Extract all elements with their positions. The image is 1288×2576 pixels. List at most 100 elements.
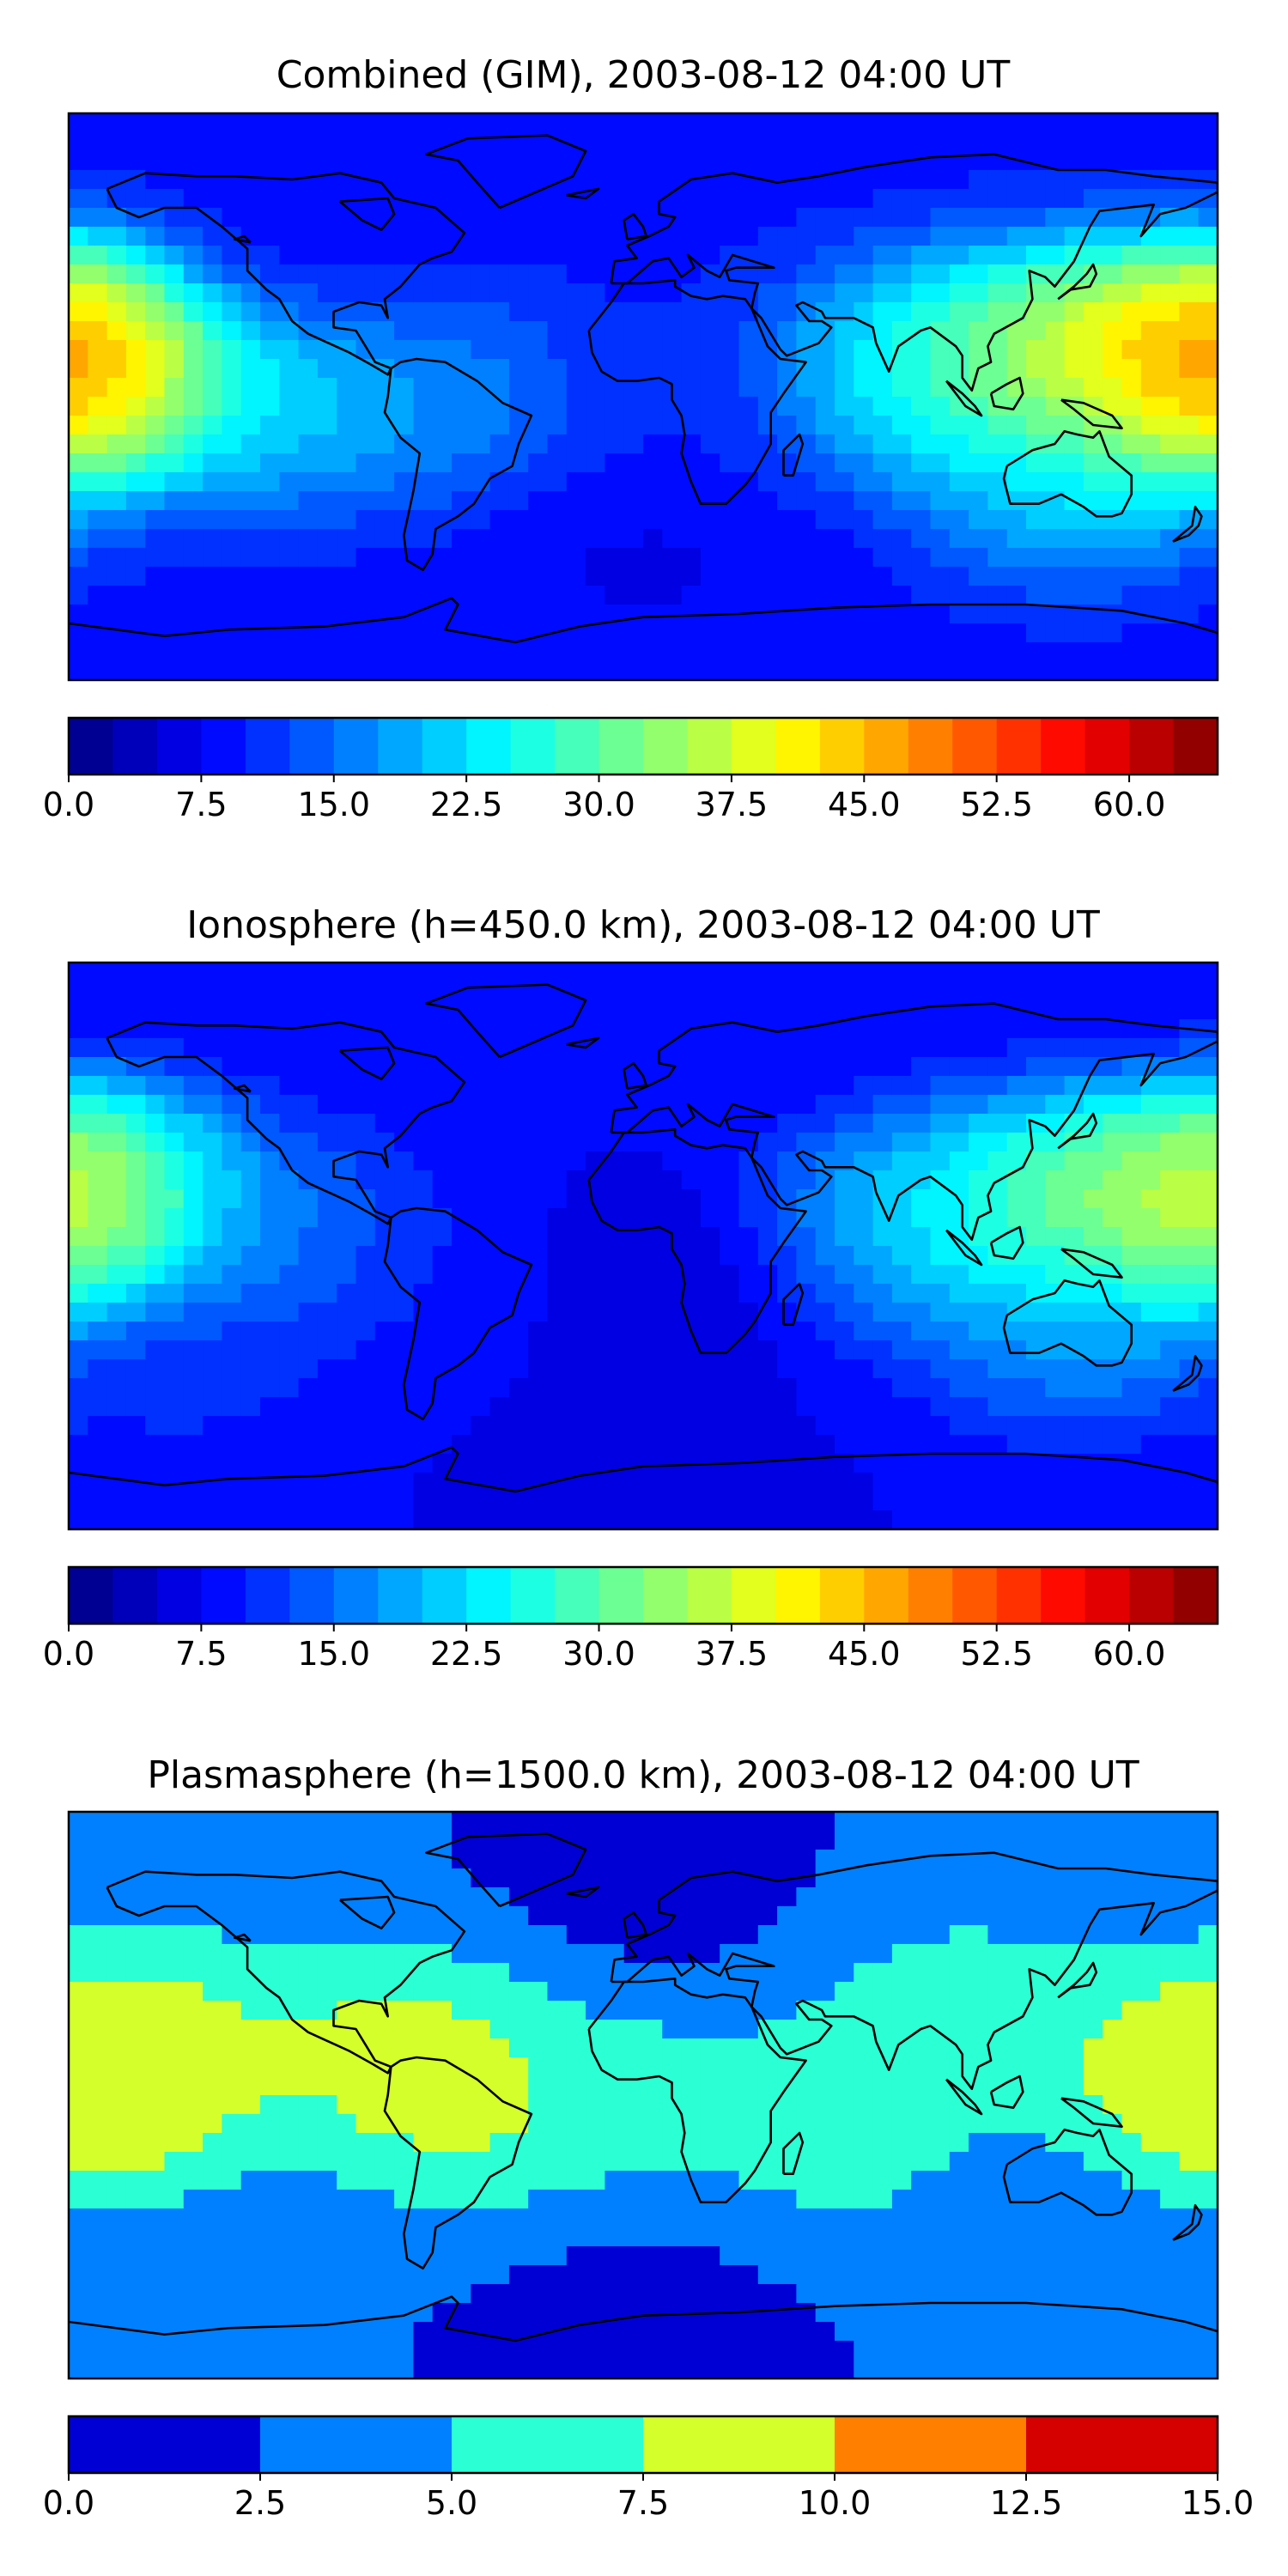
field-cell [394, 1492, 414, 1511]
field-cell [432, 963, 453, 982]
field-cell [452, 1246, 471, 1266]
field-cell [815, 132, 835, 152]
field-cell [279, 1454, 300, 1473]
field-cell [891, 1340, 912, 1360]
field-cell [1160, 170, 1180, 190]
colorbar-tick-label: 22.5 [430, 786, 503, 823]
field-cell [1140, 567, 1161, 586]
field-cell [1026, 1925, 1046, 1945]
field-cell [337, 416, 357, 435]
field-cell [911, 2133, 932, 2153]
field-cell [1006, 548, 1027, 568]
field-cell [969, 1378, 988, 1398]
field-cell [547, 1057, 568, 1077]
field-cell [298, 2038, 319, 2058]
field-cell [222, 510, 242, 530]
field-cell [355, 1170, 376, 1190]
field-cell [681, 1510, 702, 1529]
field-cell [528, 1340, 549, 1360]
field-cell [623, 1359, 644, 1379]
field-cell [432, 472, 453, 492]
field-cell [1103, 2190, 1123, 2209]
field-cell [586, 1057, 605, 1077]
field-cell [337, 2114, 357, 2134]
field-cell [681, 661, 702, 680]
field-cell [930, 113, 951, 133]
field-cell [911, 963, 932, 982]
field-cell [547, 529, 568, 549]
field-cell [88, 1378, 108, 1398]
field-cell [88, 246, 108, 265]
field-cell [720, 1208, 740, 1228]
field-cell [623, 1473, 644, 1492]
field-cell [145, 1284, 166, 1303]
field-cell [891, 963, 912, 982]
field-cell [394, 1303, 414, 1322]
field-cell [796, 472, 817, 492]
field-cell [317, 359, 337, 379]
field-cell [106, 1963, 127, 1983]
field-cell [662, 1416, 683, 1436]
field-cell [662, 642, 683, 662]
field-cell [547, 1133, 568, 1152]
field-cell [547, 472, 568, 492]
field-cell [891, 586, 912, 605]
field-cell [413, 1831, 434, 1850]
field-cell [298, 1925, 319, 1945]
field-cell [260, 1151, 280, 1171]
field-cell [508, 510, 529, 530]
field-cell [1083, 1435, 1103, 1455]
field-cell [586, 1284, 605, 1303]
field-cell [374, 548, 395, 568]
field-cell [835, 1492, 854, 1511]
field-cell [394, 1340, 414, 1360]
field-cell [796, 642, 817, 662]
field-cell [240, 1982, 261, 2002]
field-cell [566, 1510, 586, 1529]
field-cell [738, 1944, 759, 1964]
field-cell [796, 378, 817, 398]
field-cell [413, 642, 434, 662]
field-cell [337, 1000, 357, 1020]
field-cell [279, 510, 300, 530]
field-cell [1179, 1982, 1200, 2002]
field-cell [394, 264, 414, 284]
field-cell [969, 642, 988, 662]
field-cell [872, 2190, 893, 2209]
field-cell [508, 1944, 529, 1964]
colorbar-segment [69, 718, 113, 775]
field-cell [643, 1133, 663, 1152]
field-cell [489, 132, 510, 152]
field-cell [279, 1850, 300, 1869]
field-cell [815, 1076, 835, 1096]
field-cell [1140, 1454, 1161, 1473]
field-cell [1006, 1925, 1027, 1945]
field-cell [911, 2152, 932, 2172]
field-cell [164, 2001, 185, 2020]
field-cell [1179, 416, 1200, 435]
field-cell [1198, 642, 1218, 662]
field-cell [777, 2152, 797, 2172]
field-cell [681, 548, 702, 568]
field-cell [872, 2152, 893, 2172]
field-cell [662, 510, 683, 530]
field-cell [1179, 605, 1200, 624]
field-cell [413, 1000, 434, 1020]
field-cell [911, 567, 932, 586]
field-cell [145, 1189, 166, 1209]
field-cell [413, 1812, 434, 1832]
field-cell [125, 132, 146, 152]
field-cell [1179, 321, 1200, 341]
field-cell [1026, 1492, 1046, 1511]
field-cell [872, 510, 893, 530]
field-cell [374, 170, 395, 190]
field-cell [260, 378, 280, 398]
field-cell [69, 321, 88, 341]
field-cell [605, 491, 625, 511]
field-cell [394, 321, 414, 341]
field-cell [700, 1321, 720, 1341]
field-cell [605, 586, 625, 605]
field-cell [355, 2020, 376, 2039]
field-cell [969, 1397, 988, 1417]
field-cell [413, 113, 434, 133]
